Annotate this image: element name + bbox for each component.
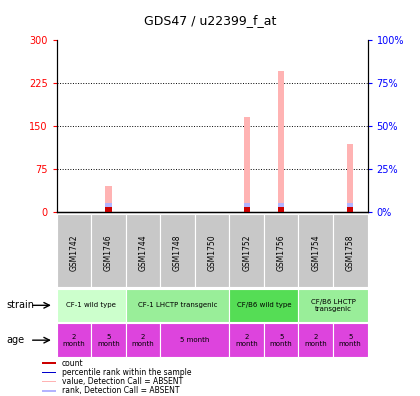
Text: 2
month: 2 month xyxy=(304,334,327,346)
Text: GSM1754: GSM1754 xyxy=(311,234,320,271)
Text: CF-1 LHCTP transgenic: CF-1 LHCTP transgenic xyxy=(138,302,217,308)
Text: value, Detection Call = ABSENT: value, Detection Call = ABSENT xyxy=(62,377,183,386)
Text: 5
month: 5 month xyxy=(339,334,362,346)
FancyBboxPatch shape xyxy=(57,289,126,322)
FancyBboxPatch shape xyxy=(57,214,91,287)
Bar xyxy=(278,203,284,207)
Text: GSM1742: GSM1742 xyxy=(69,234,79,271)
Bar xyxy=(105,186,112,212)
Bar xyxy=(42,362,56,364)
FancyBboxPatch shape xyxy=(57,324,91,357)
Text: percentile rank within the sample: percentile rank within the sample xyxy=(62,368,192,377)
Text: CF-1 wild type: CF-1 wild type xyxy=(66,302,116,308)
Bar xyxy=(244,117,250,212)
FancyBboxPatch shape xyxy=(195,214,229,287)
Text: GSM1758: GSM1758 xyxy=(346,234,355,271)
Bar xyxy=(42,371,56,373)
FancyBboxPatch shape xyxy=(299,289,368,322)
FancyBboxPatch shape xyxy=(160,214,195,287)
Bar xyxy=(347,203,353,207)
FancyBboxPatch shape xyxy=(264,214,299,287)
Bar xyxy=(244,203,250,207)
Text: GSM1744: GSM1744 xyxy=(139,234,147,271)
Bar xyxy=(42,381,56,383)
FancyBboxPatch shape xyxy=(299,324,333,357)
Bar xyxy=(105,203,112,207)
Text: 5
month: 5 month xyxy=(270,334,293,346)
Text: GSM1746: GSM1746 xyxy=(104,234,113,271)
Text: CF/B6 wild type: CF/B6 wild type xyxy=(236,302,291,308)
Bar xyxy=(244,207,250,212)
Text: 2
month: 2 month xyxy=(63,334,85,346)
Bar xyxy=(278,71,284,212)
FancyBboxPatch shape xyxy=(333,324,368,357)
Text: 2
month: 2 month xyxy=(131,334,155,346)
Text: CF/B6 LHCTP
transgenic: CF/B6 LHCTP transgenic xyxy=(310,299,355,312)
Text: GSM1748: GSM1748 xyxy=(173,234,182,271)
FancyBboxPatch shape xyxy=(333,214,368,287)
Text: count: count xyxy=(62,359,84,368)
Text: 5 month: 5 month xyxy=(180,337,210,343)
Bar xyxy=(42,390,56,392)
Bar xyxy=(347,207,353,212)
Bar xyxy=(278,207,284,212)
Text: GDS47 / u22399_f_at: GDS47 / u22399_f_at xyxy=(144,14,276,27)
FancyBboxPatch shape xyxy=(229,214,264,287)
Text: GSM1756: GSM1756 xyxy=(277,234,286,271)
FancyBboxPatch shape xyxy=(91,324,126,357)
FancyBboxPatch shape xyxy=(264,324,299,357)
Text: strain: strain xyxy=(6,300,34,310)
FancyBboxPatch shape xyxy=(160,324,229,357)
Text: GSM1750: GSM1750 xyxy=(207,234,217,271)
FancyBboxPatch shape xyxy=(229,289,299,322)
Text: GSM1752: GSM1752 xyxy=(242,234,251,271)
FancyBboxPatch shape xyxy=(299,214,333,287)
Text: rank, Detection Call = ABSENT: rank, Detection Call = ABSENT xyxy=(62,386,180,395)
FancyBboxPatch shape xyxy=(126,214,160,287)
Text: 5
month: 5 month xyxy=(97,334,120,346)
FancyBboxPatch shape xyxy=(91,214,126,287)
Bar xyxy=(347,144,353,212)
Text: 2
month: 2 month xyxy=(235,334,258,346)
Text: age: age xyxy=(6,335,24,345)
FancyBboxPatch shape xyxy=(126,289,229,322)
FancyBboxPatch shape xyxy=(229,324,264,357)
Bar xyxy=(105,207,112,212)
FancyBboxPatch shape xyxy=(126,324,160,357)
